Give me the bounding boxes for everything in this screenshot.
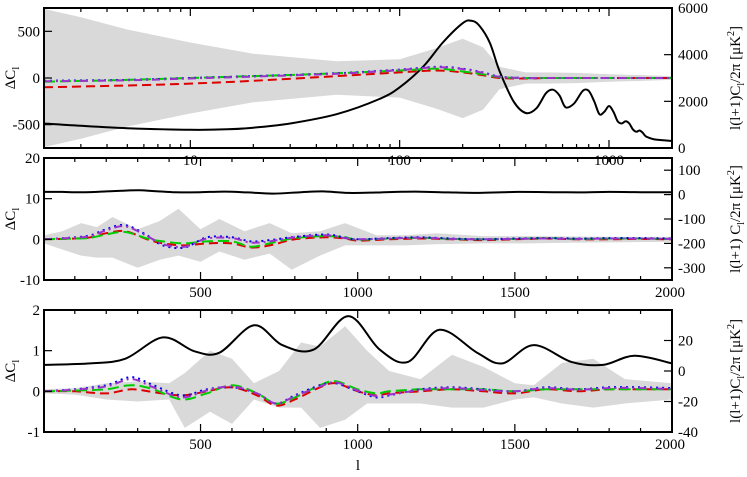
y-left-axis-label: ΔCl — [3, 360, 22, 383]
x-tick-label: 10 — [183, 153, 198, 169]
series-line-diff-a — [44, 382, 672, 407]
y-left-axis-label-sub: l — [10, 208, 22, 211]
plot-area — [44, 189, 672, 270]
y-right-tick-label: 6000 — [678, 1, 708, 17]
y-right-axis-label-sub: l — [736, 222, 747, 225]
series-line-spectrum — [44, 315, 672, 367]
series-line-diff-d — [44, 66, 672, 83]
y-left-tick-label: 1 — [33, 344, 41, 360]
y-right-tick-label: 100 — [678, 163, 701, 179]
y-left-tick-label: 2 — [33, 303, 41, 319]
y-right-axis-label: l(l+1)Cl/2π [μK2] — [726, 319, 747, 423]
series-line-diff-d — [44, 378, 672, 405]
series-line-diff-b — [44, 380, 672, 405]
y-left-axis-label: ΔCl — [3, 208, 22, 231]
x-tick-label: 2000 — [655, 285, 685, 301]
y-left-tick-label: -1 — [28, 425, 41, 441]
series-line-spectrum — [44, 19, 672, 142]
y-left-axis-label-sub: l — [10, 67, 22, 70]
y-left-tick-label: 0 — [33, 384, 41, 400]
y-left-axis-label: ΔCl — [3, 67, 22, 90]
uncertainty-band — [44, 326, 672, 428]
y-left-tick-label: 20 — [25, 151, 40, 167]
y-right-axis-label-end: ] — [728, 319, 744, 324]
y-right-axis-label-sup: 2 — [726, 170, 737, 175]
y-right-tick-label: -20 — [678, 395, 698, 411]
y-right-tick-label: -300 — [678, 261, 706, 277]
x-axis-label: l — [356, 458, 360, 474]
y-right-tick-label: -200 — [678, 236, 706, 252]
y-right-axis-label-sub: l — [736, 83, 747, 86]
x-tick-label: 1500 — [500, 285, 530, 301]
series-line-spectrum — [44, 189, 672, 195]
panel-bottom: 500 1000 1500 2000-1012-40-20020ΔCll(l+1)Cl… — [3, 303, 747, 474]
y-right-axis-label-end: ] — [728, 165, 744, 170]
y-left-tick-label: 10 — [25, 192, 40, 208]
y-left-axis-label-main: ΔC — [3, 70, 19, 90]
y-right-axis-label-main: l(l+1)C — [728, 379, 744, 423]
y-right-axis-label-tail: /2π [μK — [728, 329, 744, 376]
x-tick-label: 1000 — [343, 285, 373, 301]
y-right-axis-label-sub: l — [736, 376, 747, 379]
x-tick-label: 500 — [189, 285, 212, 301]
y-left-axis-label-sub: l — [10, 360, 22, 363]
y-right-tick-label: -100 — [678, 212, 706, 228]
series-line-diff-d — [44, 225, 672, 248]
y-right-axis-label-tail: /2π [μK — [728, 36, 744, 83]
panel-middle: 500 1000 1500 2000-1001020-300-200-1000100Δ… — [3, 151, 747, 301]
plot-area — [44, 8, 672, 148]
y-right-tick-label: 4000 — [678, 48, 708, 64]
y-left-tick-label: -500 — [13, 118, 41, 134]
x-tick-label: 1000 — [343, 437, 373, 453]
uncertainty-band — [44, 8, 672, 148]
y-left-axis-label-main: ΔC — [3, 211, 19, 231]
y-right-axis-label-main: l(l+1)C — [728, 86, 744, 130]
y-right-tick-label: 0 — [678, 188, 686, 204]
y-left-tick-label: -10 — [20, 273, 40, 289]
x-tick-label: 1500 — [500, 437, 530, 453]
y-left-tick-label: 0 — [33, 71, 41, 87]
y-right-tick-label: 2000 — [678, 94, 708, 110]
panel-top: 10 100 1000-50005000200040006000ΔCll(l+1)C… — [3, 1, 747, 169]
y-right-axis-label-sup: 2 — [726, 31, 737, 36]
y-right-axis-label-main: l(l+1) C — [728, 225, 744, 273]
y-right-tick-label: -40 — [678, 425, 698, 441]
y-right-axis-label-sup: 2 — [726, 324, 737, 329]
y-right-axis-label: l(l+1) Cl/2π [μK2] — [726, 165, 747, 273]
series-line-diff-b — [44, 67, 672, 83]
x-tick-label: 100 — [388, 153, 411, 169]
plot-area — [44, 315, 672, 428]
y-left-axis-label-main: ΔC — [3, 363, 19, 383]
y-right-axis-label-end: ] — [728, 26, 744, 31]
y-right-axis-label: l(l+1)Cl/2π [μK2] — [726, 26, 747, 130]
y-right-axis-label-tail: /2π [μK — [728, 175, 744, 222]
y-left-tick-label: 500 — [18, 24, 41, 40]
y-right-tick-label: 0 — [678, 141, 686, 157]
y-right-tick-label: 20 — [678, 334, 693, 350]
x-tick-label: 500 — [189, 437, 212, 453]
y-right-tick-label: 0 — [678, 364, 686, 380]
y-left-tick-label: 0 — [33, 232, 41, 248]
x-tick-label: 2000 — [655, 437, 685, 453]
